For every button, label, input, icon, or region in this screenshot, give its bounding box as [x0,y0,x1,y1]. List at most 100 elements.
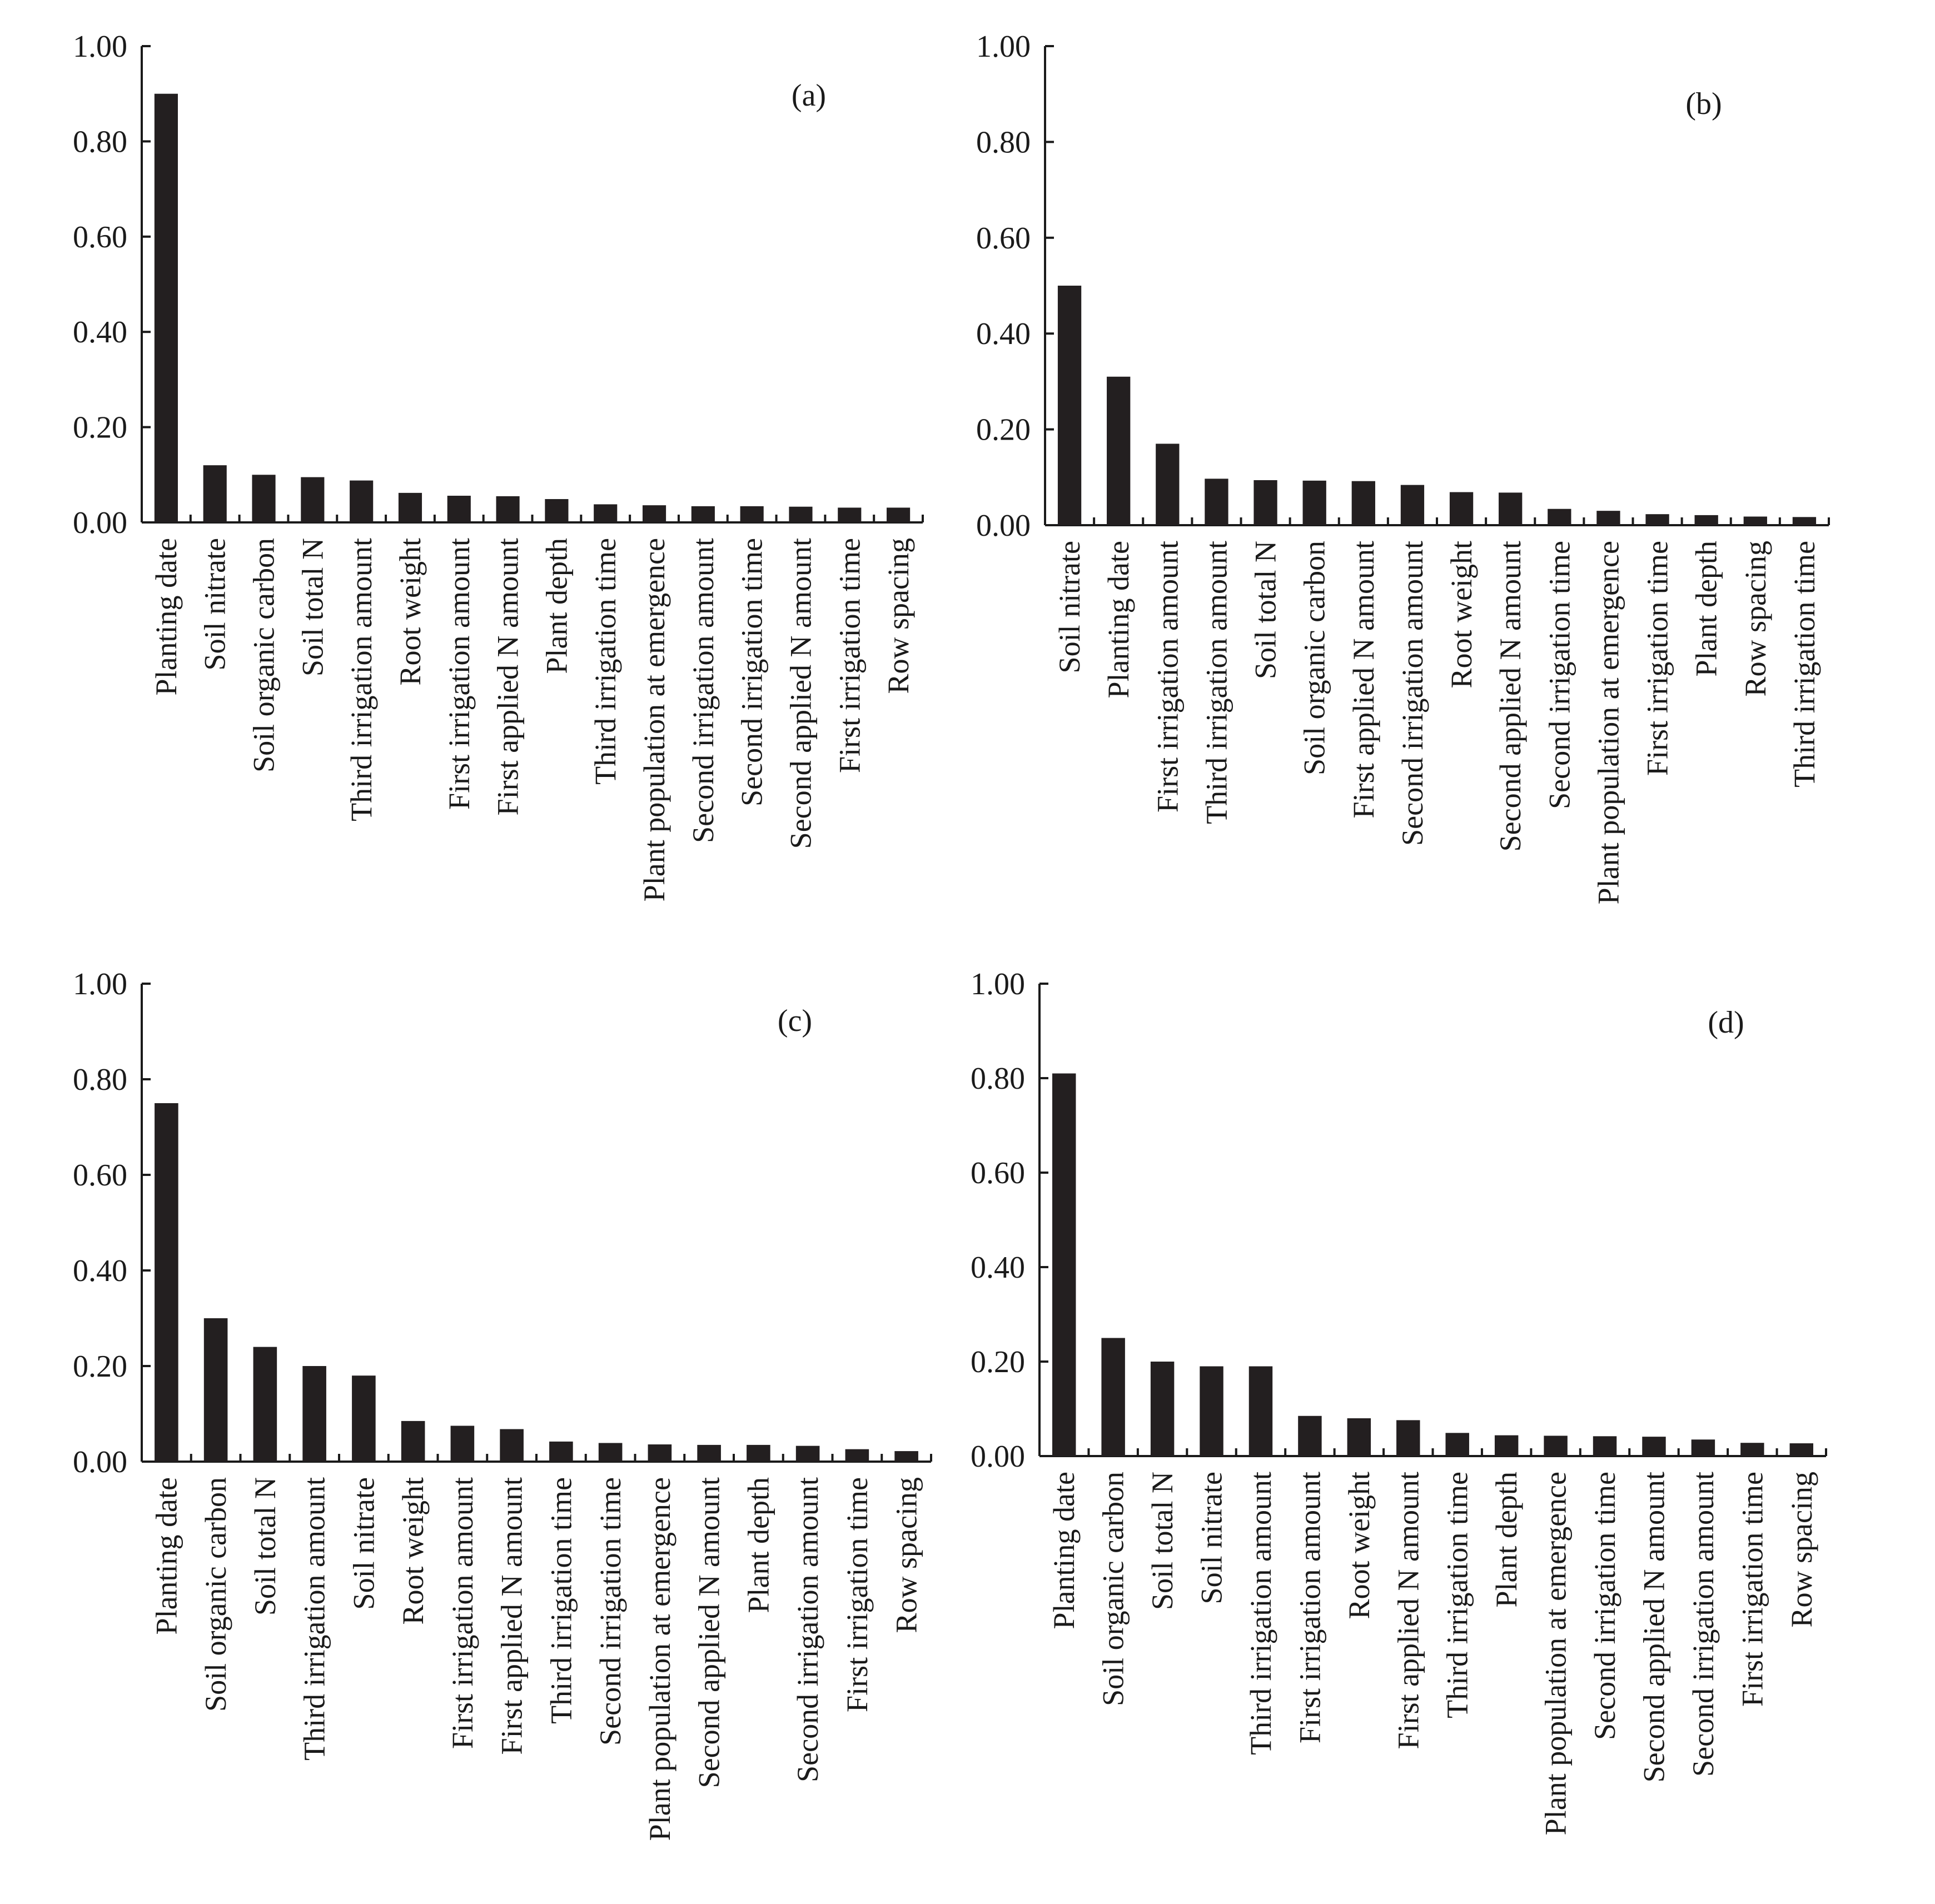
y-tick-label: 0.20 [73,411,127,445]
bar [1645,514,1669,525]
bar [887,507,911,522]
category-label: Second applied N amount [693,1477,726,1788]
category-label: Root weight [1342,1472,1376,1619]
chart-panel-1: 0.00 0.20 0.40 0.60 0.80 1.00 Planting date Soi… [73,29,924,901]
y-tick-label: 1.00 [976,29,1031,64]
category-label: Second irrigation time [594,1477,627,1746]
bar [398,492,422,522]
bar [1150,1362,1175,1456]
category-label: First irrigation time [840,1477,874,1712]
bar [1694,515,1718,525]
category-label: Planting date [150,538,183,695]
bar [301,477,325,522]
bar [894,1451,918,1462]
category-label: Soil nitrate [198,538,232,670]
bar [549,1441,573,1462]
category-label: Row spacing [882,538,915,694]
bar [1740,1443,1764,1456]
category-label: Second irrigation amount [1396,541,1429,846]
category-label: First irrigation time [833,538,866,773]
y-tick-label: 0.80 [971,1061,1025,1096]
bar [691,506,715,522]
bar [1302,480,1326,525]
category-label: Third irrigation time [544,1477,578,1724]
category-label: Second irrigation amount [687,538,720,843]
category-label: Root weight [1445,541,1478,689]
bar [1642,1437,1666,1456]
y-tick-label: 0.60 [73,1158,127,1193]
category-label: Second applied N amount [1637,1472,1670,1782]
chart-panel-2: 0.00 0.20 0.40 0.60 0.80 1.00 Soil nitrate Plan… [976,29,1830,904]
category-label: Second irrigation amount [1687,1472,1720,1777]
category-label: Row spacing [1739,541,1772,696]
category-label: First applied N amount [495,1477,529,1755]
category-label: Row spacing [1785,1472,1818,1627]
category-label: First applied N amount [491,538,525,815]
category-label: Third irrigation time [589,538,622,785]
bar [845,1449,869,1462]
bar [252,475,276,522]
bar [1052,1073,1076,1456]
category-label: Second irrigation time [1543,541,1576,809]
bar [1248,1366,1273,1456]
y-tick-label: 0.40 [971,1250,1025,1285]
category-label: Third irrigation amount [345,538,378,821]
chart-panel-4: 0.00 0.20 0.40 0.60 0.80 1.00 Planting date Soi… [971,967,1827,1835]
bar [594,504,618,522]
category-label: Second irrigation time [1588,1472,1621,1740]
category-label: Plant depth [1490,1472,1523,1607]
category-label: Second irrigation amount [791,1477,824,1782]
category-label: Soil nitrate [1195,1472,1228,1604]
category-label: Soil total N [248,1477,282,1616]
category-label: Soil total N [1146,1472,1179,1610]
y-tick-label: 0.60 [971,1156,1025,1190]
bar [1253,480,1277,525]
category-label: Third irrigation amount [1244,1472,1277,1755]
bar [302,1366,326,1462]
y-tick-label: 0.20 [976,413,1031,447]
category-label: Planting date [150,1477,183,1634]
y-tick-label: 0.00 [976,509,1031,543]
y-tick-label: 0.00 [73,506,127,540]
category-label: Soil organic carbon [1298,541,1331,775]
category-label: First irrigation time [1735,1472,1769,1707]
category-label: Soil nitrate [1053,541,1086,673]
bar [154,93,178,522]
category-label: Third irrigation time [1441,1472,1474,1718]
y-tick-label: 0.60 [976,221,1031,256]
bar [500,1429,524,1462]
bar [1101,1338,1125,1456]
bar [1107,376,1131,525]
y-tick-label: 1.00 [73,967,127,1001]
bar [795,1446,820,1462]
y-tick-label: 0.00 [73,1445,127,1479]
category-label: First applied N amount [1347,541,1380,818]
category-label: Third irrigation amount [1200,541,1233,824]
category-label: Plant depth [742,1477,775,1613]
bar [203,465,227,522]
bar [1593,1436,1617,1456]
bar [747,1444,770,1462]
bar [1057,286,1082,525]
category-label: Root weight [394,538,427,686]
chart-panel-3: 0.00 0.20 0.40 0.60 0.80 1.00 Planting date Soi… [73,967,932,1841]
bar [1449,492,1474,525]
bar [740,506,764,522]
panel-label: (a) [792,78,826,113]
bar [350,480,374,522]
y-tick-label: 0.60 [73,220,127,255]
bar [496,496,520,522]
bar [1400,485,1425,525]
panel-label: (d) [1708,1005,1744,1040]
bar [1351,481,1375,525]
bar [1205,479,1228,525]
bar [1156,443,1180,525]
category-label: Second irrigation time [735,538,769,806]
category-label: First irrigation time [1641,541,1674,776]
category-label: Soil organic carbon [247,538,281,772]
bar [1347,1418,1371,1456]
category-label: Second applied N amount [1494,541,1527,851]
y-tick-label: 0.20 [73,1349,127,1384]
bar [642,505,666,522]
